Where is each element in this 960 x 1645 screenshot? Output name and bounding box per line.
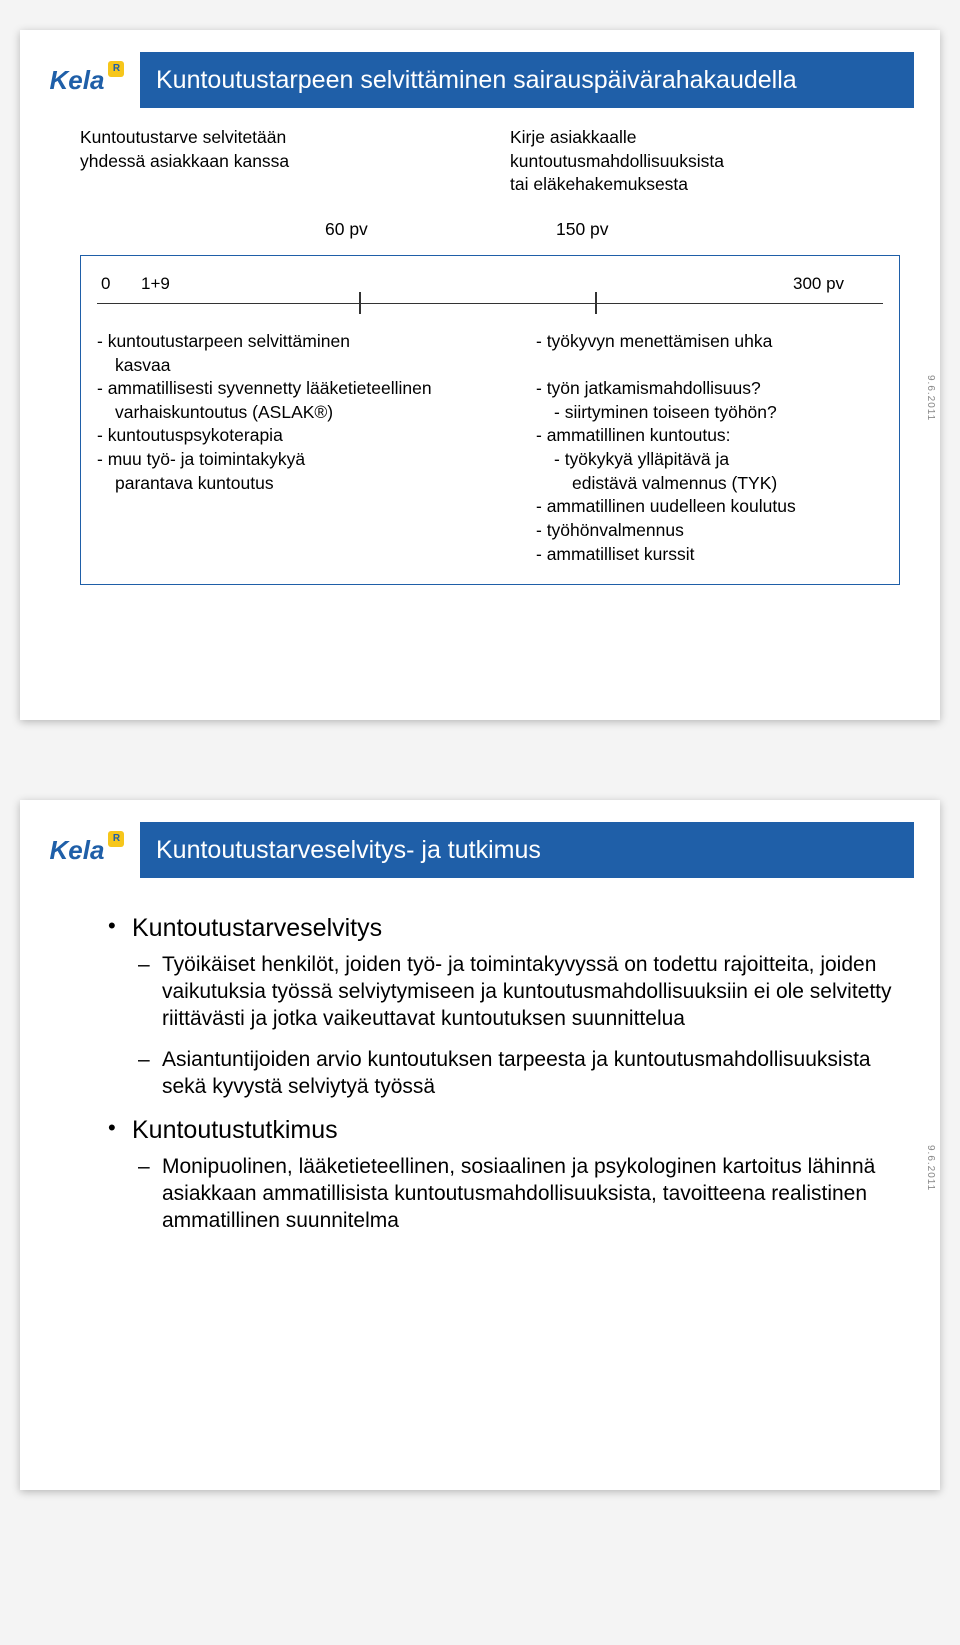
bullet-level1: Kuntoutustarveselvitys (108, 912, 896, 944)
list-line: edistävä valmennus (TYK) (518, 472, 883, 496)
list-line: - kuntoutuspsykoterapia (97, 424, 462, 448)
side-date-label: 9.6.2011 (925, 1145, 936, 1191)
intro-right-line: kuntoutusmahdollisuuksista (510, 150, 900, 174)
pv-label-row: 60 pv 150 pv (80, 219, 900, 255)
axis-lists: - kuntoutustarpeen selvittäminenkasvaa- … (97, 330, 883, 566)
bullet-level1: Kuntoutustutkimus (108, 1114, 896, 1146)
list-line: - ammatillisesti syvennetty lääketieteel… (97, 377, 462, 401)
left-list-col: - kuntoutustarpeen selvittäminenkasvaa- … (97, 330, 462, 566)
logo-text: Kela (50, 65, 105, 95)
axis-start-label: 1+9 (141, 274, 170, 294)
bullet-level2: Työikäiset henkilöt, joiden työ- ja toim… (108, 952, 896, 1033)
axis-tick-icon (595, 292, 597, 314)
bullet-level2: Monipuolinen, lääketieteellinen, sosiaal… (108, 1154, 896, 1235)
slide-2: 9.6.2011 Kela R Kuntoutustarveselvitys- … (20, 800, 940, 1490)
slide-1: 9.6.2011 Kela R Kuntoutustarpeen selvitt… (20, 30, 940, 720)
side-date-label: 9.6.2011 (925, 375, 936, 421)
logo-badge-icon: R (108, 831, 124, 847)
axis-panel: 0 1+9 300 pv - kuntoutustarpeen selvittä… (80, 255, 900, 585)
logo-badge-icon: R (108, 61, 124, 77)
list-line: - työhönvalmennus (518, 519, 883, 543)
kela-logo: Kela R (50, 65, 125, 96)
list-line: kasvaa (97, 354, 462, 378)
slide1-intro: Kuntoutustarve selvitetään yhdessä asiak… (80, 126, 900, 197)
list-line: - ammatilliset kurssit (518, 543, 883, 567)
list-line (518, 354, 883, 378)
list-line: - työn jatkamismahdollisuus? (518, 377, 883, 401)
slide-title: Kuntoutustarveselvitys- ja tutkimus (140, 822, 914, 878)
pv-150-label: 150 pv (556, 219, 609, 240)
axis-tick-icon (359, 292, 361, 314)
intro-right-col: Kirje asiakkaalle kuntoutusmahdollisuuks… (510, 126, 900, 197)
intro-left-line: yhdessä asiakkaan kanssa (80, 150, 470, 174)
axis-zero-label: 0 (101, 274, 110, 294)
list-line: - työkykyä ylläpitävä ja (518, 448, 883, 472)
pv-60-label: 60 pv (325, 219, 368, 240)
list-line: - muu työ- ja toimintakykyä (97, 448, 462, 472)
slide2-body: Kuntoutustarveselvitys Työikäiset henkilö… (20, 878, 940, 1235)
bullet-level2: Asiantuntijoiden arvio kuntoutuksen tarp… (108, 1047, 896, 1101)
axis-end-label: 300 pv (793, 274, 844, 294)
intro-left-col: Kuntoutustarve selvitetään yhdessä asiak… (80, 126, 470, 197)
intro-right-line: Kirje asiakkaalle (510, 126, 900, 150)
slide-title: Kuntoutustarpeen selvittäminen sairauspä… (140, 52, 914, 108)
logo-cell: Kela R (20, 52, 140, 108)
list-line: parantava kuntoutus (97, 472, 462, 496)
slide1-body: Kuntoutustarve selvitetään yhdessä asiak… (20, 108, 940, 585)
intro-left-line: Kuntoutustarve selvitetään (80, 126, 470, 150)
intro-right-line: tai eläkehakemuksesta (510, 173, 900, 197)
title-row: Kela R Kuntoutustarveselvitys- ja tutkim… (20, 800, 914, 878)
logo-cell: Kela R (20, 822, 140, 878)
kela-logo: Kela R (50, 835, 125, 866)
list-line: - siirtyminen toiseen työhön? (518, 401, 883, 425)
logo-text: Kela (50, 835, 105, 865)
list-line: - ammatillinen uudelleen koulutus (518, 495, 883, 519)
list-line: - ammatillinen kuntoutus: (518, 424, 883, 448)
list-line: - työkyvyn menettämisen uhka (518, 330, 883, 354)
list-line: - kuntoutustarpeen selvittäminen (97, 330, 462, 354)
right-list-col: - työkyvyn menettämisen uhka - työn jatk… (518, 330, 883, 566)
list-line: varhaiskuntoutus (ASLAK®) (97, 401, 462, 425)
timeline-axis: 0 1+9 300 pv (97, 268, 883, 304)
title-row: Kela R Kuntoutustarpeen selvittäminen sa… (20, 30, 914, 108)
